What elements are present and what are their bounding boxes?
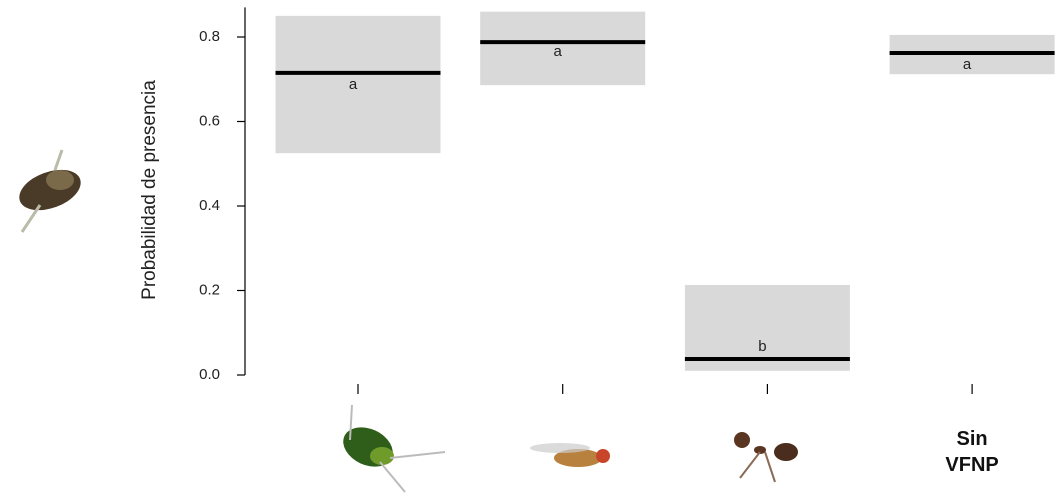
x-tick-label: Sin VFNP — [945, 428, 999, 476]
group-letter: a — [554, 43, 563, 60]
insect-icon — [19, 149, 81, 233]
ci-box — [275, 15, 441, 154]
y-tick-label: 0.2 — [199, 281, 220, 298]
ci-box — [684, 285, 850, 371]
insect-icon — [530, 443, 610, 467]
insect-icon — [343, 404, 446, 493]
y-tick-label: 0.6 — [199, 112, 220, 129]
group-letter: b — [758, 338, 766, 355]
ci-box — [480, 11, 646, 86]
y-tick-label: 0.0 — [199, 366, 220, 383]
group-letter: a — [349, 76, 358, 93]
group-letter: a — [963, 56, 972, 73]
insect-icon — [734, 432, 798, 483]
y-tick-label: 0.4 — [199, 197, 220, 214]
y-tick-label: 0.8 — [199, 28, 220, 45]
y-axis-label: Probabilidad de presencia — [139, 80, 160, 300]
